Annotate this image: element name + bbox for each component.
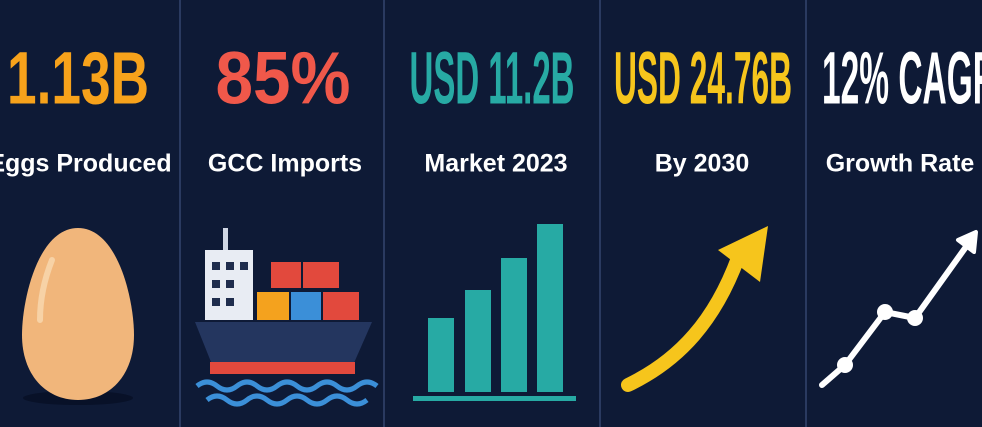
label: Growth Rate xyxy=(826,150,975,178)
stat: 12% CAGR xyxy=(822,37,982,120)
arrow-icon xyxy=(621,226,768,392)
label: GCC Imports xyxy=(208,150,362,178)
stat: 85% xyxy=(216,37,351,120)
label: Market 2023 xyxy=(424,150,567,178)
stat: USD 11.2B xyxy=(410,37,575,120)
egg-icon xyxy=(22,228,134,405)
stat: USD 24.76B xyxy=(614,37,792,120)
bars-icon xyxy=(413,224,576,401)
ship-icon xyxy=(195,228,379,407)
dividers xyxy=(179,0,807,427)
label: Eggs Produced xyxy=(0,150,172,178)
label: By 2030 xyxy=(655,150,750,178)
line-icon xyxy=(819,230,978,388)
stat: 1.13B xyxy=(7,37,149,120)
